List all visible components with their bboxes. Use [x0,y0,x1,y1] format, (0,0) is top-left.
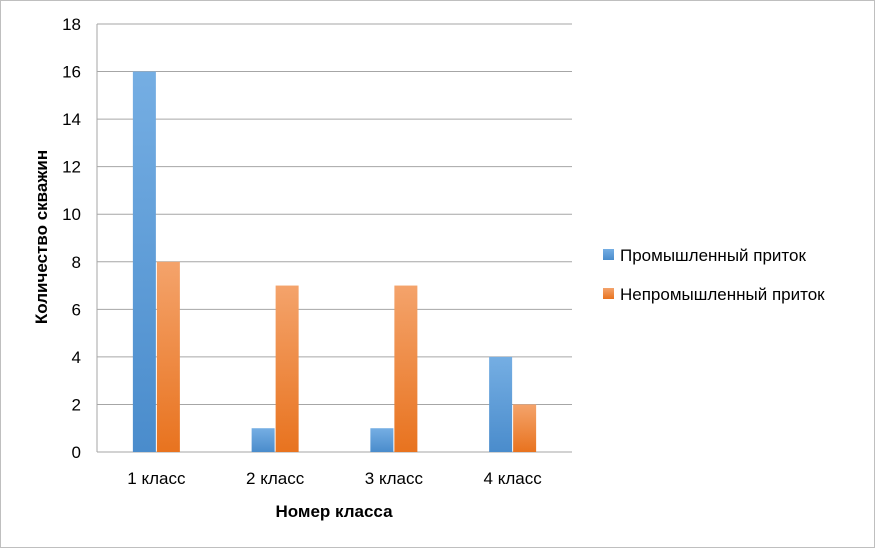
legend-swatch-industrial [603,249,614,260]
bar-nonindustrial [394,285,418,452]
y-tick-label: 18 [62,15,81,34]
y-axis-title: Количество скважин [32,150,51,324]
bar-industrial [251,428,275,452]
bar-industrial [370,428,394,452]
x-tick-label: 2 класс [246,469,305,488]
y-tick-label: 4 [72,348,81,367]
y-tick-label: 12 [62,158,81,177]
y-tick-label: 8 [72,253,81,272]
x-tick-labels: 1 класс 2 класс 3 класс 4 класс [127,469,542,488]
bar-nonindustrial [513,404,537,452]
y-tick-label: 0 [72,443,81,462]
legend-label-industrial: Промышленный приток [620,246,806,265]
bar-nonindustrial [156,261,180,452]
x-tick-label: 1 класс [127,469,186,488]
x-tick-label: 4 класс [484,469,543,488]
legend-label-nonindustrial: Непромышленный приток [620,285,825,304]
legend-swatch-nonindustrial [603,288,614,299]
y-tick-label: 10 [62,205,81,224]
bar-industrial [489,356,513,452]
bar-nonindustrial [275,285,299,452]
x-tick-label: 3 класс [365,469,424,488]
y-tick-label: 16 [62,63,81,82]
y-tick-label: 6 [72,300,81,319]
y-tick-label: 2 [72,395,81,414]
y-tick-label: 14 [62,110,81,129]
bars [132,71,537,453]
legend: Промышленный приток Непромышленный прито… [603,246,825,304]
y-tick-labels: 0 2 4 6 8 10 12 14 16 18 [62,15,81,462]
x-axis-title: Номер класса [275,502,393,521]
bar-industrial [132,71,156,453]
